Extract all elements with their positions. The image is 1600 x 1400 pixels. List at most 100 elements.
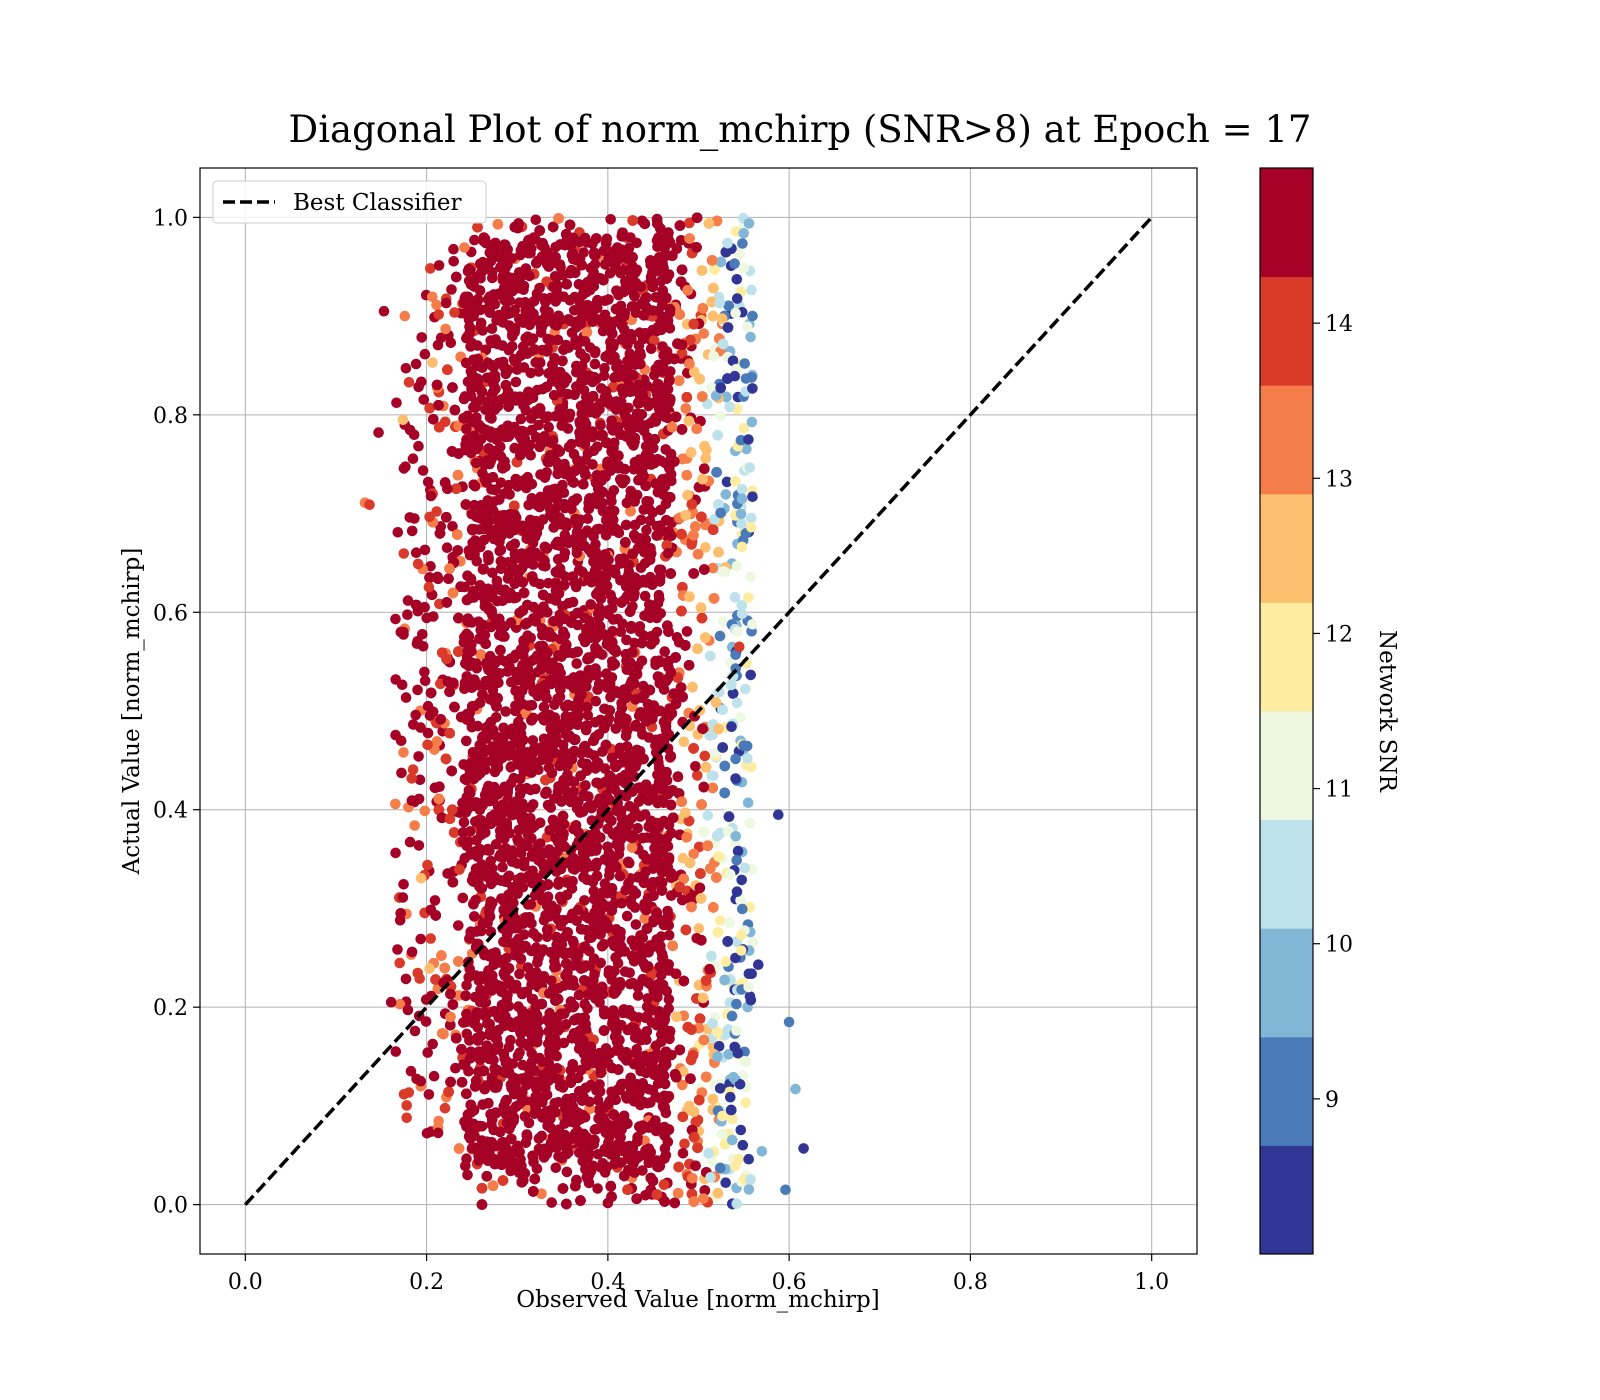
scatter-point: [676, 528, 687, 540]
scatter-point: [445, 988, 456, 1000]
scatter-point: [690, 1160, 701, 1172]
scatter-point: [685, 1073, 696, 1084]
scatter-point: [669, 1197, 680, 1209]
scatter-point: [447, 382, 458, 393]
scatter-point: [711, 467, 722, 478]
scatter-point: [685, 447, 697, 458]
scatter-point: [708, 351, 719, 362]
scatter-point: [675, 276, 687, 288]
scatter-point: [704, 730, 715, 741]
scatter-point: [530, 214, 542, 226]
scatter-point: [706, 951, 717, 962]
scatter-point: [476, 1199, 488, 1210]
scatter-point: [561, 1198, 572, 1210]
scatter-point: [715, 1162, 726, 1174]
scatter-point: [683, 415, 695, 427]
scatter-point: [700, 1071, 712, 1083]
scatter-point: [606, 1191, 617, 1202]
scatter-point: [436, 950, 447, 961]
scatter-point: [425, 933, 437, 944]
scatter-point: [684, 217, 695, 229]
chart-title: Diagonal Plot of norm_mchirp (SNR>8) at …: [289, 108, 1312, 152]
scatter-point: [627, 215, 638, 226]
scatter-point: [680, 807, 691, 819]
scatter-point: [729, 258, 740, 269]
scatter-point: [681, 470, 693, 481]
scatter-point: [695, 893, 707, 904]
scatter-point: [715, 1083, 726, 1094]
scatter-point: [449, 404, 461, 416]
scatter-point: [696, 511, 707, 523]
scatter-point: [461, 1088, 472, 1100]
scatter-point: [692, 643, 703, 655]
scatter-point: [682, 285, 693, 296]
scatter-point: [707, 562, 719, 574]
scatter-point: [495, 644, 506, 656]
scatter-point: [443, 573, 454, 584]
scatter-point: [592, 1183, 603, 1194]
scatter-point: [720, 489, 732, 500]
scatter-point: [690, 521, 701, 532]
scatter-point: [712, 927, 724, 938]
scatter-point: [712, 1187, 724, 1199]
scatter-point: [553, 213, 564, 224]
scatter-point: [674, 220, 686, 231]
scatter-point: [678, 1066, 689, 1077]
scatter-point: [431, 736, 443, 747]
scatter-point: [696, 935, 707, 946]
scatter-point: [686, 539, 697, 550]
scatter-point: [676, 264, 688, 276]
scatter-point: [433, 400, 444, 411]
scatter-point: [561, 279, 572, 290]
scatter-point: [719, 760, 731, 772]
scatter-point: [687, 1049, 699, 1061]
scatter-point: [725, 679, 737, 691]
scatter-point: [698, 328, 710, 339]
scatter-point: [571, 1174, 582, 1186]
scatter-point: [677, 1079, 688, 1091]
scatter-point: [713, 723, 724, 735]
scatter-point: [687, 681, 698, 693]
scatter-point: [713, 851, 724, 862]
scatter-point: [708, 902, 719, 913]
scatter-point: [713, 546, 724, 558]
scatter-point: [450, 1062, 461, 1074]
scatter-point: [722, 238, 733, 249]
scatter-point: [546, 1197, 557, 1208]
scatter-point: [692, 548, 704, 560]
scatter-point: [692, 1142, 703, 1154]
scatter-point: [688, 743, 699, 754]
scatter-point: [592, 1095, 604, 1106]
scatter-point: [529, 1173, 541, 1185]
scatter-point: [447, 804, 458, 815]
scatter-point: [700, 632, 711, 643]
scatter-point: [676, 605, 687, 617]
scatter-point: [693, 923, 705, 934]
scatter-point: [704, 650, 716, 662]
scatter-point: [717, 338, 729, 350]
scatter-point: [710, 747, 721, 759]
scatter-point: [699, 463, 710, 475]
scatter-point: [447, 521, 458, 532]
scatter-point: [707, 310, 719, 322]
scatter-point: [641, 923, 653, 934]
scatter-point: [663, 626, 674, 637]
scatter-point: [447, 587, 459, 599]
scatter-point: [492, 219, 504, 230]
scatter-point: [447, 876, 459, 888]
scatter-point: [453, 956, 464, 967]
scatter-point: [433, 793, 445, 805]
scatter-point: [712, 430, 723, 441]
scatter-point: [715, 410, 726, 422]
scatter-point: [713, 1040, 725, 1052]
scatter-point: [712, 1051, 723, 1062]
scatter-point: [700, 519, 711, 531]
scatter-point: [704, 963, 715, 975]
scatter-point: [724, 401, 735, 413]
scatter-point: [434, 421, 445, 433]
scatter-point: [512, 222, 524, 234]
scatter-point: [698, 1034, 710, 1046]
scatter-point: [684, 233, 695, 244]
scatter-point: [696, 612, 708, 624]
scatter-point: [438, 1028, 449, 1040]
